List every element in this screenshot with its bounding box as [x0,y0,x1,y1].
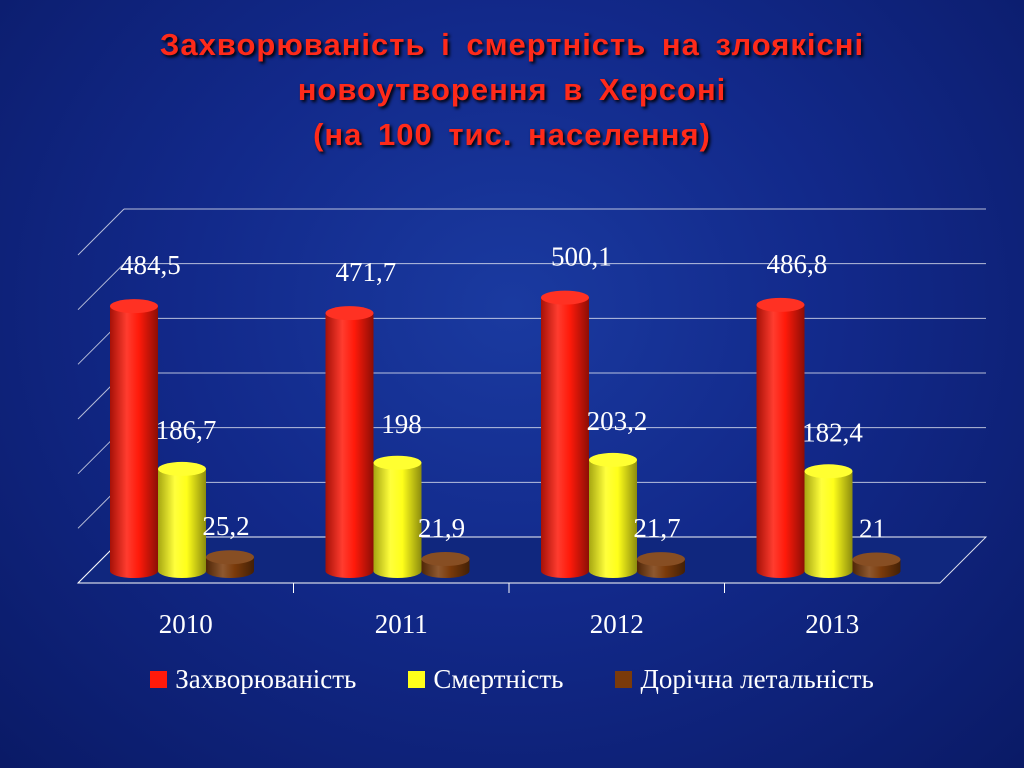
bar-top-1-2013 [804,464,853,479]
bar-1-2010 [158,468,206,578]
bar-1-2012 [589,459,637,578]
legend-swatch-mortality [408,671,426,688]
data-label: 182,4 [802,417,863,447]
data-label: 500,1 [551,242,612,272]
bar-top-2-2012 [637,552,685,567]
bar-top-0-2013 [756,297,805,312]
chart-title-line1: Захворюваність і смертність на злоякісні [159,27,865,62]
bar-chart: 2010 484,5 186,7 25,2 2011 471,7 198 21,9 2012 50… [77,208,986,639]
legend-item-incidence: Захворюваність [150,664,356,695]
data-label: 186,7 [156,415,217,445]
bar-0-2011 [325,313,374,579]
bar-0-2012 [541,297,589,578]
data-label: 203,2 [587,406,648,436]
bar-1-2013 [804,471,853,579]
chart-title-line3: (на 100 тис. населення) [313,117,711,152]
data-label: 25,2 [202,511,249,541]
bar-top-0-2012 [541,290,589,305]
gridline-diagonal [77,208,125,256]
x-tick-label: 2011 [375,609,428,639]
data-label: 21,9 [418,513,465,543]
bar-top-2-2010 [206,550,254,565]
x-tick-label: 2013 [805,609,859,639]
legend-swatch-incidence [150,671,168,688]
gridline-diagonal [77,263,125,311]
data-label: 21,7 [633,513,680,543]
bar-1-2011 [373,462,422,579]
legend-label-lethality: Дорічна летальність [640,664,874,694]
legend-swatch-lethality [615,671,633,688]
x-tick-label: 2010 [159,609,213,639]
data-label: 21 [859,514,886,544]
bar-top-2-2013 [852,552,901,567]
bar-top-1-2010 [158,461,206,476]
bar-0-2013 [756,304,805,579]
data-label: 198 [381,409,422,439]
bar-top-1-2011 [373,455,422,470]
data-label: 471,7 [336,257,397,287]
chart-title-line2: новоутворення в Херсоні [297,72,727,107]
bar-top-0-2011 [325,306,374,321]
legend: Захворюваність Смертність Дорічна леталь… [0,664,1024,695]
legend-label-mortality: Смертність [433,664,564,694]
legend-label-incidence: Захворюваність [175,664,357,694]
x-tick-label: 2012 [590,609,644,639]
bar-0-2010 [110,306,158,578]
chart-title: Захворюваність і смертність на злоякісні… [0,22,1024,157]
legend-item-mortality: Смертність [408,664,563,695]
data-label: 484,5 [120,250,181,280]
bar-top-2-2011 [421,552,470,567]
data-label: 486,8 [767,249,828,279]
legend-item-lethality: Дорічна летальність [615,664,874,695]
bar-top-1-2012 [589,452,637,467]
bar-top-0-2010 [110,299,158,314]
